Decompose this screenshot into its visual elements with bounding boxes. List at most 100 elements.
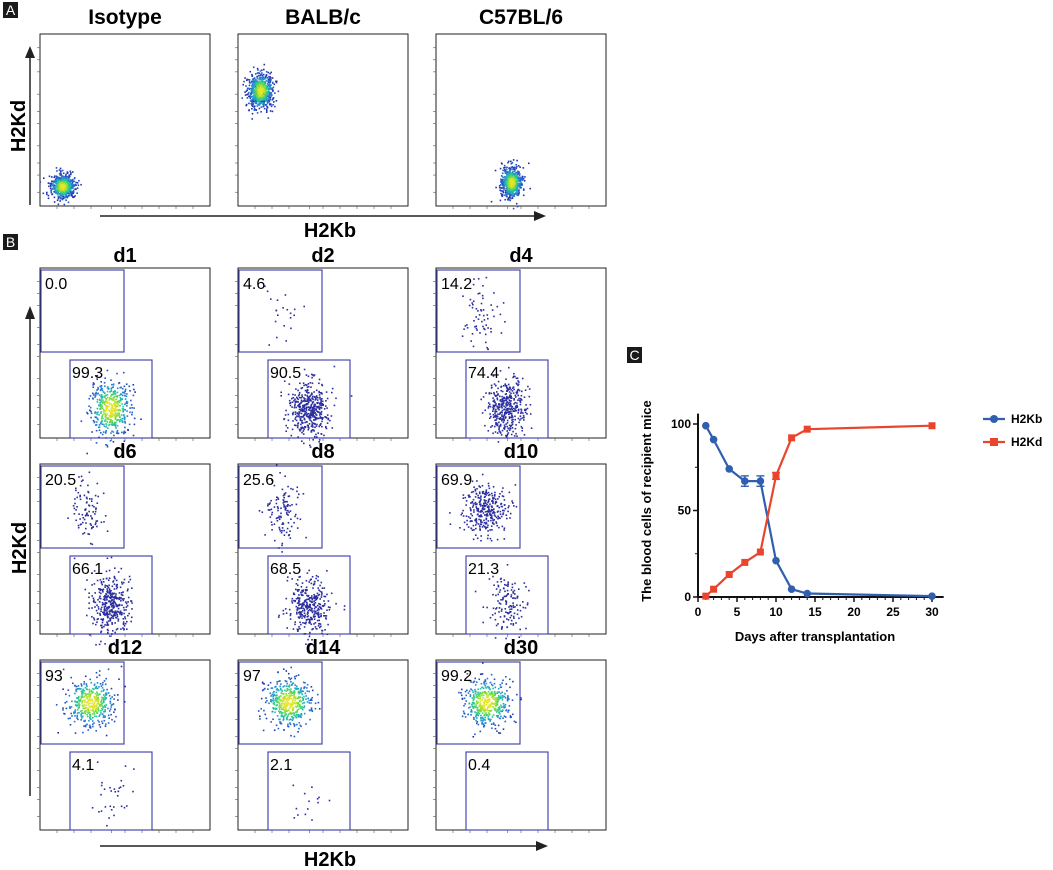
event-dot <box>493 315 495 318</box>
event-dot <box>112 617 115 620</box>
event-dot <box>330 592 333 595</box>
event-dot <box>309 407 311 409</box>
event-dot <box>485 502 487 505</box>
event-dot <box>507 181 510 183</box>
event-dot <box>297 401 299 403</box>
event-dot <box>507 506 510 509</box>
event-dot <box>114 597 116 599</box>
event-dot <box>93 383 95 385</box>
event-dot <box>492 406 494 409</box>
panel-a-xlabel: H2Kb <box>304 220 356 242</box>
event-dot <box>496 394 498 397</box>
event-dot <box>61 178 63 181</box>
event-dot <box>311 601 314 603</box>
event-dot <box>519 182 521 184</box>
event-dot <box>273 484 276 487</box>
event-dot <box>485 518 488 521</box>
event-dot <box>256 91 258 93</box>
event-dot <box>490 387 493 389</box>
event-dot <box>318 408 321 411</box>
event-dot <box>513 195 516 197</box>
event-dot <box>279 472 281 474</box>
event-dot <box>257 83 259 86</box>
event-dot <box>104 602 107 604</box>
event-dot <box>298 412 300 414</box>
event-dot <box>295 597 298 600</box>
event-dot <box>90 515 92 517</box>
event-dot <box>84 515 87 517</box>
event-dot <box>498 185 501 187</box>
event-dot <box>110 409 113 411</box>
event-dot <box>259 95 262 97</box>
event-dot <box>287 419 290 422</box>
event-dot <box>498 186 501 189</box>
event-dot <box>71 194 73 197</box>
event-dot <box>249 82 251 84</box>
event-dot <box>323 604 326 607</box>
event-dot <box>298 626 300 628</box>
event-dot <box>129 407 131 409</box>
event-dot <box>503 427 506 429</box>
event-dot <box>78 179 80 182</box>
event-dot <box>519 184 522 187</box>
event-dot <box>266 99 269 102</box>
event-dot <box>479 528 481 530</box>
lower-gate-percent: 74.4 <box>468 365 499 382</box>
event-dot <box>275 464 278 466</box>
event-dot <box>115 398 118 401</box>
event-dot <box>465 515 468 517</box>
event-dot <box>298 603 301 606</box>
event-dot <box>469 495 471 498</box>
event-dot <box>122 394 124 397</box>
event-dot <box>515 377 518 380</box>
event-dot <box>504 417 507 419</box>
event-dot <box>281 527 284 529</box>
event-dot <box>291 504 293 506</box>
event-dot <box>502 302 505 304</box>
event-dot <box>516 390 518 393</box>
event-dot <box>106 612 108 614</box>
event-dot <box>312 426 314 428</box>
event-dot <box>320 650 322 652</box>
event-dot <box>319 590 322 593</box>
event-dot <box>504 172 507 174</box>
event-dot <box>269 92 271 94</box>
event-dot <box>261 100 264 102</box>
event-dot <box>114 405 117 407</box>
event-dot <box>325 405 327 407</box>
event-dot <box>58 184 60 186</box>
event-dot <box>300 401 302 404</box>
event-dot <box>71 182 74 184</box>
event-dot <box>250 87 252 90</box>
event-dot <box>511 390 514 392</box>
event-dot <box>264 84 267 87</box>
event-dot <box>97 606 100 608</box>
event-dot <box>116 395 118 397</box>
event-dot <box>105 437 107 439</box>
event-dot <box>282 502 285 504</box>
event-dot <box>509 517 511 519</box>
event-dot <box>104 396 106 399</box>
event-dot <box>515 202 518 205</box>
event-dot <box>265 91 267 94</box>
event-dot <box>254 101 257 104</box>
event-dot <box>101 388 104 390</box>
event-dot <box>265 87 268 89</box>
event-dot <box>296 602 299 604</box>
event-dot <box>502 176 504 179</box>
event-dot <box>96 401 99 403</box>
event-dot <box>266 109 268 112</box>
event-dot <box>275 502 278 505</box>
event-dot <box>471 306 474 309</box>
event-dot <box>515 424 517 426</box>
event-dot <box>522 179 524 181</box>
event-dot <box>309 419 311 421</box>
event-dot <box>331 387 334 390</box>
event-dot <box>326 570 328 572</box>
event-dot <box>247 93 249 95</box>
event-dot <box>255 99 258 101</box>
event-dot <box>116 412 119 415</box>
event-dot <box>501 182 503 185</box>
event-dot <box>504 191 507 194</box>
event-dot <box>520 394 523 397</box>
